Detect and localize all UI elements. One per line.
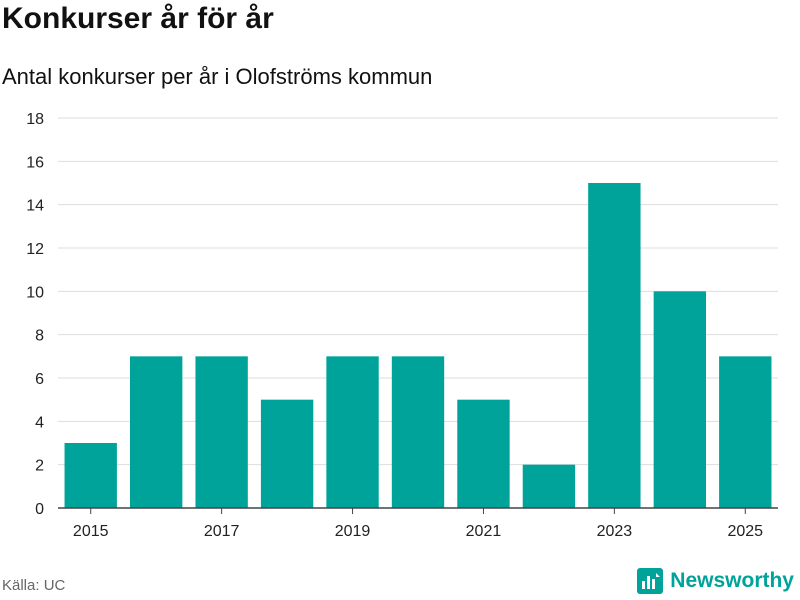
y-tick-label: 14 xyxy=(26,198,44,215)
bar-2020 xyxy=(391,356,445,508)
y-tick-label: 4 xyxy=(35,414,44,431)
bar-2022 xyxy=(522,464,576,508)
y-tick-label: 16 xyxy=(26,154,44,171)
bars xyxy=(64,183,772,508)
y-tick-label: 10 xyxy=(26,284,44,301)
y-tick-label: 8 xyxy=(35,328,44,345)
bar-chart: 0 2 4 6 8 10 12 14 16 18 2015 2017 2019 2021 2023 2025 xyxy=(26,111,778,540)
bar-2015 xyxy=(64,443,117,508)
y-tick-label: 6 xyxy=(35,371,44,388)
bar-2018 xyxy=(260,399,314,508)
bar-2016 xyxy=(130,356,183,508)
axes: 0 2 4 6 8 10 12 14 16 18 2015 2017 2019 2021 2023 2025 xyxy=(26,111,778,540)
y-tick-label: 12 xyxy=(26,241,44,258)
brand-name: Newsworthy xyxy=(670,569,794,592)
bar-2021 xyxy=(457,399,510,508)
x-tick-label: 2017 xyxy=(204,523,240,540)
brand: Newsworthy xyxy=(637,568,794,594)
bar-2017 xyxy=(195,356,248,508)
y-tick-label: 0 xyxy=(35,501,44,518)
bar-2023 xyxy=(588,183,641,508)
bar-2025 xyxy=(719,356,772,508)
x-tick-label: 2025 xyxy=(727,523,763,540)
y-tick-label: 2 xyxy=(35,458,44,475)
chart-title: Konkurser år för år xyxy=(2,2,274,35)
y-tick-label: 18 xyxy=(26,111,44,128)
chart-subtitle: Antal konkurser per år i Olofströms komm… xyxy=(2,64,433,89)
x-tick-label: 2019 xyxy=(335,523,371,540)
bar-2019 xyxy=(326,356,379,508)
newsworthy-logo-icon xyxy=(637,568,664,594)
x-tick-label: 2023 xyxy=(597,523,633,540)
bar-2024 xyxy=(653,291,706,508)
source-note: Källa: UC xyxy=(2,577,66,594)
x-tick-label: 2015 xyxy=(73,523,109,540)
x-tick-label: 2021 xyxy=(466,523,502,540)
